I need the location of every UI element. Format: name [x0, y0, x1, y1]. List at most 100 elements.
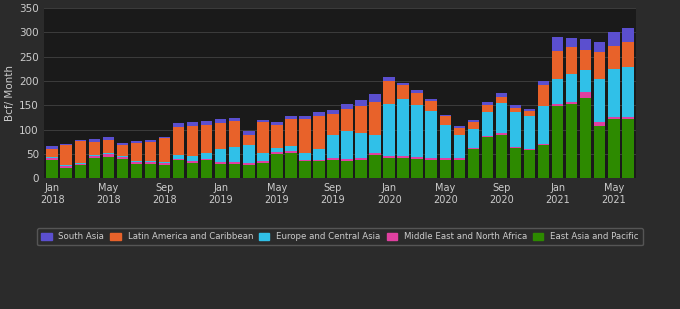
Bar: [46, 157, 58, 159]
Bar: [454, 160, 465, 178]
Bar: [594, 126, 605, 178]
Bar: [201, 159, 212, 160]
Bar: [243, 163, 254, 165]
Bar: [341, 109, 353, 131]
Bar: [243, 165, 254, 178]
Bar: [61, 167, 72, 178]
Bar: [566, 47, 577, 74]
Bar: [552, 106, 563, 178]
Bar: [145, 164, 156, 178]
Bar: [341, 161, 353, 178]
Bar: [61, 145, 72, 165]
Bar: [327, 110, 339, 114]
Bar: [356, 133, 367, 158]
Bar: [229, 162, 241, 164]
Bar: [524, 150, 535, 178]
Bar: [411, 93, 423, 105]
Bar: [131, 164, 142, 178]
Bar: [313, 149, 324, 160]
Bar: [356, 160, 367, 178]
Bar: [369, 153, 381, 155]
Y-axis label: Bcf/ Month: Bcf/ Month: [5, 65, 15, 121]
Bar: [566, 104, 577, 178]
Bar: [313, 116, 324, 149]
Bar: [285, 153, 296, 178]
Bar: [131, 143, 142, 161]
Bar: [285, 116, 296, 120]
Bar: [46, 159, 58, 160]
Bar: [468, 121, 479, 122]
Bar: [187, 163, 199, 178]
Bar: [131, 141, 142, 143]
Bar: [88, 142, 100, 155]
Bar: [313, 112, 324, 116]
Bar: [257, 120, 269, 122]
Bar: [384, 158, 395, 178]
Bar: [187, 156, 199, 161]
Bar: [580, 92, 592, 98]
Bar: [622, 67, 634, 116]
Bar: [341, 159, 353, 161]
Bar: [538, 145, 549, 178]
Bar: [117, 145, 128, 156]
Bar: [215, 162, 226, 164]
Bar: [215, 164, 226, 178]
Bar: [510, 112, 522, 147]
Bar: [384, 77, 395, 81]
Bar: [538, 86, 549, 106]
Bar: [327, 160, 339, 178]
Bar: [496, 93, 507, 97]
Bar: [313, 160, 324, 161]
Bar: [411, 90, 423, 93]
Bar: [481, 112, 493, 136]
Bar: [257, 163, 269, 178]
Bar: [187, 126, 199, 156]
Bar: [187, 122, 199, 126]
Bar: [145, 162, 156, 164]
Bar: [201, 153, 212, 159]
Bar: [88, 155, 100, 156]
Bar: [426, 159, 437, 160]
Bar: [552, 79, 563, 104]
Bar: [285, 151, 296, 153]
Bar: [566, 102, 577, 104]
Bar: [411, 159, 423, 178]
Bar: [103, 137, 114, 140]
Bar: [481, 105, 493, 112]
Bar: [439, 116, 451, 125]
Bar: [299, 116, 311, 120]
Bar: [369, 155, 381, 178]
Bar: [594, 42, 605, 53]
Bar: [566, 38, 577, 47]
Bar: [215, 123, 226, 149]
Bar: [158, 163, 170, 165]
Bar: [369, 94, 381, 101]
Bar: [384, 156, 395, 158]
Bar: [229, 164, 241, 178]
Bar: [88, 156, 100, 158]
Bar: [173, 123, 184, 127]
Bar: [158, 138, 170, 162]
Bar: [356, 158, 367, 160]
Bar: [88, 139, 100, 142]
Bar: [103, 140, 114, 153]
Bar: [215, 120, 226, 123]
Bar: [411, 105, 423, 157]
Bar: [356, 106, 367, 133]
Bar: [496, 133, 507, 134]
Bar: [299, 153, 311, 160]
Bar: [439, 158, 451, 160]
Bar: [510, 105, 522, 108]
Bar: [61, 165, 72, 166]
Bar: [131, 161, 142, 162]
Bar: [538, 144, 549, 145]
Bar: [566, 74, 577, 102]
Bar: [285, 120, 296, 146]
Bar: [158, 165, 170, 178]
Bar: [481, 103, 493, 105]
Bar: [524, 111, 535, 116]
Bar: [524, 109, 535, 111]
Bar: [75, 164, 86, 165]
Bar: [622, 42, 634, 67]
Bar: [201, 160, 212, 178]
